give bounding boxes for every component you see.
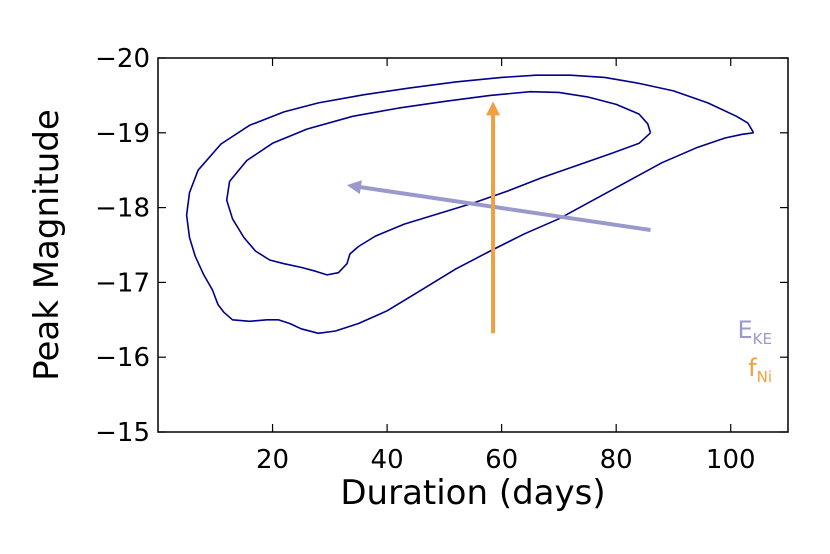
y-tick-label: −18 [95, 194, 150, 224]
y-tick-label: −17 [95, 268, 150, 298]
contour-line-1 [225, 90, 652, 276]
arrow-layer [347, 101, 651, 334]
legend-entry-eke: EKE [738, 316, 773, 348]
y-tick-label: −16 [95, 343, 150, 373]
arrow-e-ke-shaft [358, 184, 651, 233]
legend-fni-sub: Ni [757, 368, 772, 386]
y-axis-label: Peak Magnitude [27, 109, 67, 381]
x-tick-label: 80 [600, 445, 633, 475]
x-axis-ticks: 20 40 60 80 100 [256, 58, 756, 475]
x-tick-label: 20 [256, 445, 289, 475]
legend-eke-main: E [738, 316, 753, 344]
y-tick-label: −15 [95, 418, 150, 448]
y-tick-label: −20 [95, 44, 150, 74]
legend-eke-sub: KE [753, 330, 772, 348]
y-tick-label: −19 [95, 119, 150, 149]
contour-line-0 [185, 74, 755, 335]
x-axis-label: Duration (days) [340, 473, 605, 513]
y-axis-ticks: −20 −19 −18 −17 −16 −15 [95, 44, 788, 448]
x-tick-label: 100 [706, 445, 756, 475]
arrow-e-ke-head [347, 180, 362, 195]
legend-entry-fni: fNi [748, 354, 772, 386]
plot-frame [157, 57, 789, 433]
x-tick-label: 60 [485, 445, 518, 475]
arrow-f-ni-head [486, 101, 501, 116]
x-tick-label: 40 [371, 445, 404, 475]
legend: EKE fNi [738, 316, 773, 386]
legend-fni-main: f [748, 354, 757, 382]
